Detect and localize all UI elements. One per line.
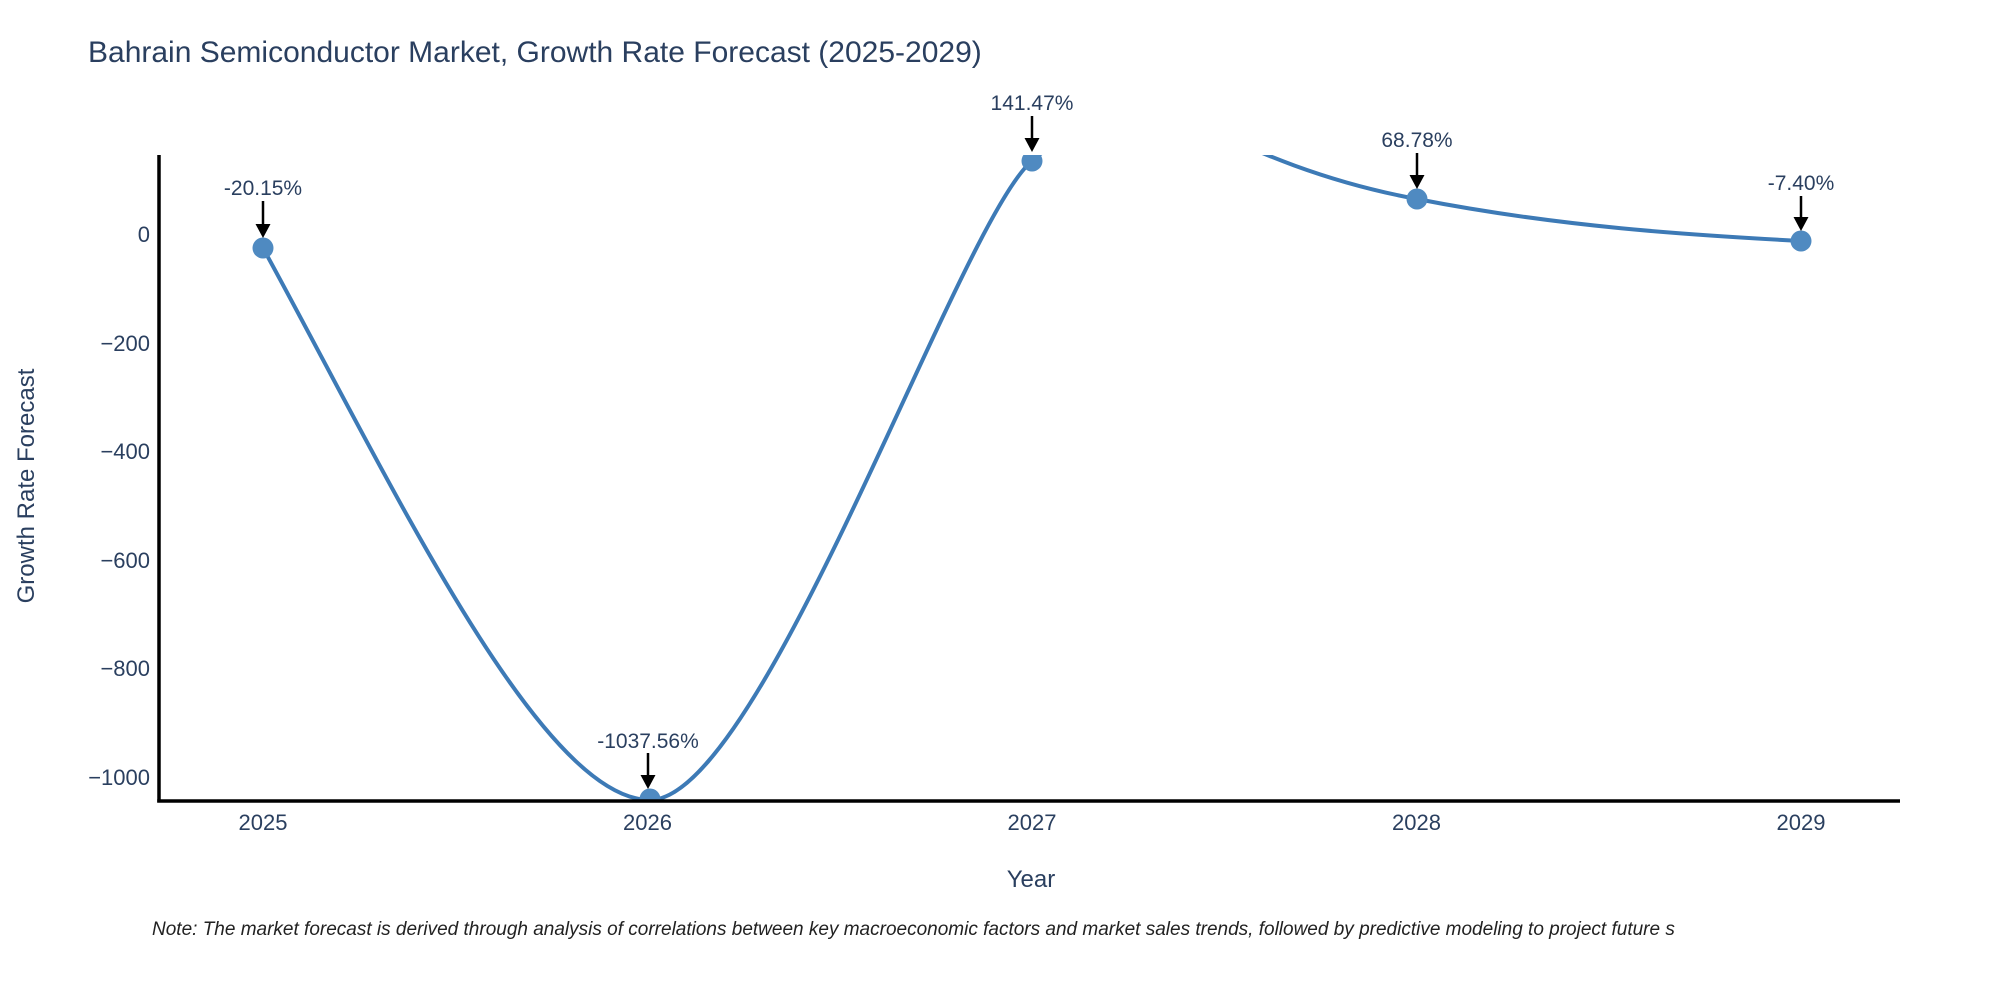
annotation-label-2025: -20.15%	[223, 177, 303, 200]
annotation-arrow-2029	[1793, 196, 1809, 231]
arrow-head	[1409, 175, 1425, 189]
x-tick-2029: 2029	[1776, 810, 1826, 835]
arrow-head	[640, 775, 656, 789]
arrow-head	[1793, 217, 1809, 231]
x-tick-2028: 2028	[1392, 810, 1441, 835]
annotation-arrow-2025	[255, 201, 271, 238]
y-tick-n600: −600	[100, 548, 150, 573]
x-axis-title: Year	[1006, 866, 1056, 893]
y-axis-title: Growth Rate Forecast	[13, 368, 40, 604]
y-tick-n200: −200	[100, 331, 150, 356]
annotation-label-2029: -7.40%	[1767, 172, 1835, 195]
x-tick-2025: 2025	[238, 810, 288, 835]
annotation-label-2027: 141.47%	[990, 92, 1074, 115]
y-tick-0: 0	[137, 222, 150, 247]
growth-rate-line	[261, 155, 1803, 801]
annotation-label-2026: -1037.56%	[597, 730, 699, 753]
arrow-head	[1024, 138, 1040, 152]
x-tick-2027: 2027	[1007, 810, 1057, 835]
data-point-2028	[1406, 188, 1428, 210]
data-point-2027	[1021, 155, 1043, 172]
annotation-label-2028: 68.78%	[1381, 129, 1453, 152]
arrow-head	[255, 224, 271, 238]
data-point-2029	[1790, 230, 1812, 252]
plot-area	[252, 155, 1812, 801]
y-tick-n400: −400	[100, 439, 150, 464]
y-tick-n800: −800	[100, 656, 150, 681]
data-point-2026	[639, 788, 661, 801]
footnote: Note: The market forecast is derived thr…	[152, 919, 1675, 940]
annotation-arrow-2027	[1024, 116, 1040, 152]
x-tick-2026: 2026	[623, 810, 672, 835]
data-point-2025	[252, 237, 274, 259]
y-tick-n1000: −1000	[88, 765, 150, 790]
annotation-arrow-2028	[1409, 153, 1425, 189]
annotation-arrow-2026	[640, 753, 656, 789]
chart-title: Bahrain Semiconductor Market, Growth Rat…	[88, 36, 982, 69]
